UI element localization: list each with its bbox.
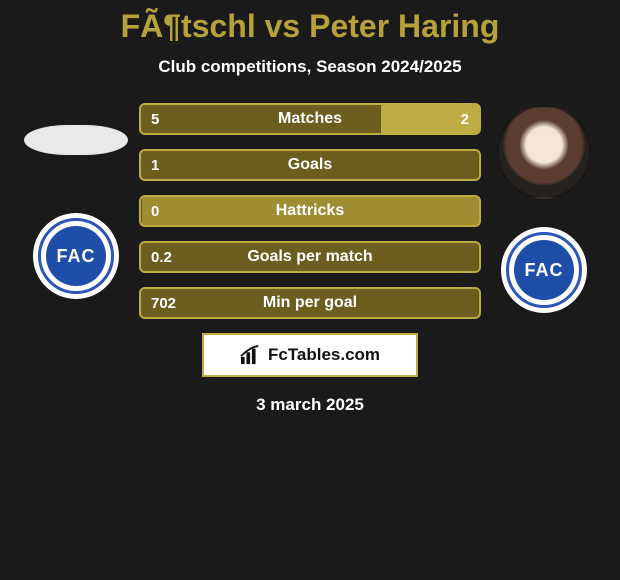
branding-box[interactable]: FcTables.com [202,333,418,377]
bar-chart-icon [240,345,262,365]
stat-row: 1Goals [139,149,481,181]
stat-row: 0.2Goals per match [139,241,481,273]
player-right-side: FAC [491,103,597,313]
stat-row: 0Hattricks [139,195,481,227]
stats-column: 5Matches2 1Goals 0Hattricks 0.2Goals per ma… [139,103,481,319]
player-left-side: FAC [23,103,129,299]
player-left-club-badge: FAC [33,213,119,299]
player-left-photo [24,125,128,155]
player-left-club-abbrev: FAC [46,226,106,286]
player-right-club-abbrev: FAC [514,240,574,300]
stat-label: Matches [141,110,479,128]
stat-row: 5Matches2 [139,103,481,135]
player-right-club-badge: FAC [501,227,587,313]
stat-label: Min per goal [141,294,479,312]
subtitle: Club competitions, Season 2024/2025 [0,57,620,77]
comparison-main: FAC 5Matches2 1Goals 0Hattricks 0.2Goals pe… [0,103,620,319]
stat-value-right: 2 [461,111,469,128]
stat-label: Goals per match [141,248,479,266]
date-text: 3 march 2025 [0,395,620,415]
stat-label: Goals [141,156,479,174]
player-right-photo [497,105,591,199]
stat-label: Hattricks [141,202,479,220]
branding-text: FcTables.com [268,345,380,365]
stat-row: 702Min per goal [139,287,481,319]
page-title: FÃ¶tschl vs Peter Haring [0,8,620,45]
